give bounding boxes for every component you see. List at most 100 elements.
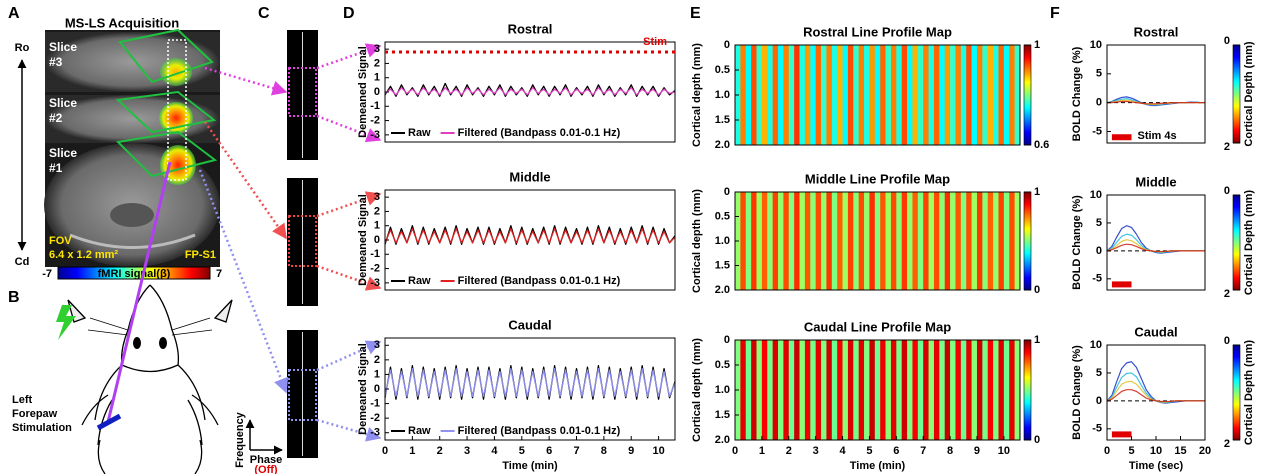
colorbar — [1023, 44, 1032, 146]
heatmap-cell — [998, 340, 1005, 440]
panel-label: B — [8, 289, 20, 306]
x-tick-label: 10 — [652, 445, 664, 457]
y-tick-label: 2 — [374, 57, 380, 69]
heatmap-cell — [896, 340, 902, 440]
heatmap-cell — [756, 192, 763, 290]
heatmap-cell — [826, 45, 833, 145]
heatmap-cell — [987, 192, 994, 290]
heatmap-cell — [960, 45, 967, 145]
heatmap-cell — [794, 45, 800, 145]
y-tick-label: 0 — [724, 334, 730, 346]
heatmap-cell — [778, 340, 784, 440]
heatmap-cell — [815, 340, 822, 440]
colorbar — [1023, 339, 1032, 441]
stim-label: Stim 4s — [1138, 130, 1177, 142]
heatmap-cell — [966, 45, 972, 145]
heatmap-cell — [987, 340, 994, 440]
heatmap-cell — [890, 340, 897, 440]
heatmap-cell — [976, 192, 983, 290]
heatmap-cell — [740, 192, 747, 290]
x-tick-label: 7 — [920, 445, 926, 457]
heatmap-cell — [767, 192, 773, 290]
plot-frame — [1106, 194, 1206, 291]
x-tick-label: 7 — [573, 445, 579, 457]
brain-image — [44, 28, 220, 267]
heatmap-cell — [751, 192, 757, 290]
heatmap-cell — [772, 340, 779, 440]
slice-label: #1 — [49, 161, 63, 175]
colorbar-label: Cortical Depth (mm) — [1243, 41, 1255, 146]
x-tick-label: 5 — [519, 445, 525, 457]
colorbar-tick-label: -7 — [42, 268, 52, 280]
heatmap-cell — [826, 340, 833, 440]
chart-title: Caudal — [508, 317, 551, 332]
x-tick-label: 5 — [1128, 445, 1134, 457]
y-tick-label: -3 — [370, 129, 380, 141]
y-tick-label: 2 — [374, 354, 380, 366]
stim-label: Stim — [643, 36, 667, 48]
heatmap-cell — [885, 192, 892, 290]
heatmap-cell — [794, 340, 800, 440]
heatmap-cell — [804, 45, 811, 145]
series-line — [384, 82, 676, 97]
heatmap-cell — [831, 340, 838, 440]
heatmap-cell — [804, 340, 811, 440]
heatmap-cell — [907, 45, 913, 145]
heatmap-cell — [1009, 45, 1015, 145]
heatmap-cell — [869, 340, 876, 440]
heatmap-cell — [998, 192, 1005, 290]
colorbar-tick-label: 1 — [1034, 334, 1040, 346]
y-tick-label: 10 — [1090, 339, 1102, 351]
stim-label: Left — [12, 394, 33, 406]
axis-label: Frequency — [234, 411, 246, 468]
heatmap-cell — [966, 340, 972, 440]
heatmap-cell — [939, 192, 946, 290]
y-axis-label: BOLD Change (%) — [1071, 195, 1083, 290]
region-label: FP-S1 — [185, 249, 216, 261]
legend-label: Filtered (Bandpass 0.01-0.1 Hz) — [458, 425, 621, 437]
heatmap-cell — [901, 45, 908, 145]
y-tick-label: 5 — [1096, 68, 1102, 80]
heatmap-cell — [993, 192, 999, 290]
heatmap-cell — [745, 45, 752, 145]
colorbar-tick-label: 0.6 — [1034, 139, 1049, 151]
heatmap-cell — [810, 45, 816, 145]
heatmap-cell — [993, 340, 999, 440]
slice-label: Slice — [49, 146, 77, 160]
heatmap-cell — [1003, 45, 1010, 145]
colorbar-tick-label: 2 — [1224, 438, 1230, 450]
fov-label: FOV — [49, 235, 72, 247]
heatmap-cell — [799, 45, 806, 145]
colorbar-tick-label: 2 — [1224, 141, 1230, 153]
heatmap-cell — [842, 45, 849, 145]
heatmap-cell — [788, 192, 795, 290]
series-line — [384, 227, 676, 244]
heatmap-cell — [933, 45, 940, 145]
y-axis-label: BOLD Change (%) — [1071, 46, 1083, 141]
heatmap-cell — [933, 192, 940, 290]
heatmap-cell — [896, 192, 902, 290]
heatmap-cell — [756, 45, 763, 145]
heatmap-cell — [853, 340, 859, 440]
heatmap-cell — [869, 45, 876, 145]
heatmap-cell — [1014, 340, 1021, 440]
x-tick-label: 10 — [1150, 445, 1162, 457]
heatmap-cell — [950, 192, 956, 290]
heatmap-cell — [928, 45, 935, 145]
x-tick-label: 9 — [628, 445, 634, 457]
colorbar-tick-label: 0 — [1224, 185, 1230, 197]
heatmap-cell — [756, 340, 763, 440]
y-tick-label: 0 — [1096, 97, 1102, 109]
heatmap-cell — [960, 340, 967, 440]
stim-label: Forepaw — [12, 408, 58, 420]
y-tick-label: 0.5 — [715, 210, 730, 222]
kspace-images — [287, 30, 318, 458]
legend-label: Filtered (Bandpass 0.01-0.1 Hz) — [458, 275, 621, 287]
x-tick-label: 6 — [546, 445, 552, 457]
y-tick-label: 10 — [1090, 39, 1102, 51]
x-tick-label: 2 — [786, 445, 792, 457]
heatmap-cell — [837, 340, 843, 440]
heatmap-cell — [944, 340, 951, 440]
colorbar — [1232, 194, 1241, 291]
chart-title: Middle — [1135, 174, 1176, 189]
